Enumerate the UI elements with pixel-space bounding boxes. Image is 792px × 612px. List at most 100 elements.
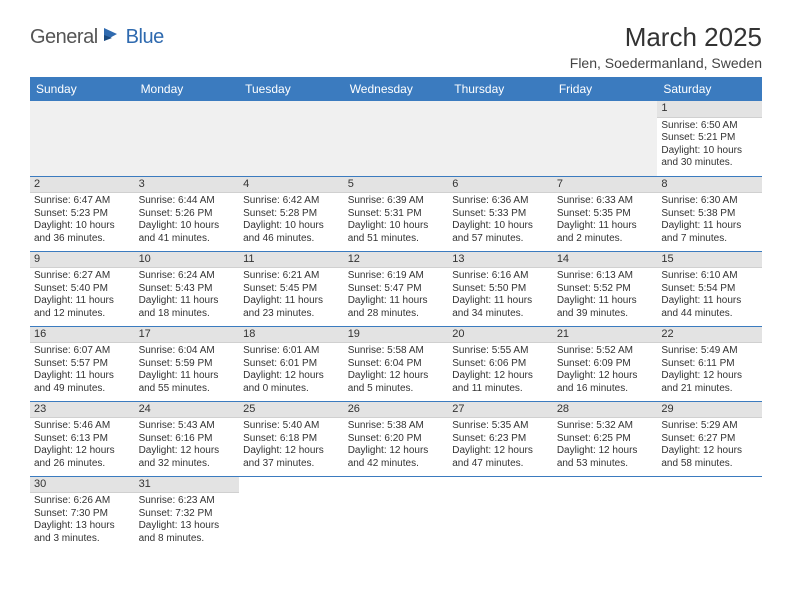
- daylight-text: Daylight: 12 hours and 0 minutes.: [243, 370, 340, 395]
- calendar-empty-cell: [344, 101, 449, 176]
- day-details: Sunrise: 6:10 AMSunset: 5:54 PMDaylight:…: [657, 268, 762, 322]
- daylight-text: Daylight: 12 hours and 37 minutes.: [243, 445, 340, 470]
- sunset-text: Sunset: 6:18 PM: [243, 433, 340, 446]
- sunrise-text: Sunrise: 6:13 AM: [557, 270, 654, 283]
- calendar-empty-cell: [553, 101, 658, 176]
- calendar-empty-cell: [135, 101, 240, 176]
- day-details: Sunrise: 6:30 AMSunset: 5:38 PMDaylight:…: [657, 193, 762, 247]
- sunrise-text: Sunrise: 6:30 AM: [661, 195, 758, 208]
- day-details: Sunrise: 6:44 AMSunset: 5:26 PMDaylight:…: [135, 193, 240, 247]
- day-details: Sunrise: 5:43 AMSunset: 6:16 PMDaylight:…: [135, 418, 240, 472]
- sunset-text: Sunset: 6:06 PM: [452, 358, 549, 371]
- calendar-day-cell: 16Sunrise: 6:07 AMSunset: 5:57 PMDayligh…: [30, 326, 135, 401]
- calendar-day-cell: 8Sunrise: 6:30 AMSunset: 5:38 PMDaylight…: [657, 176, 762, 251]
- sunset-text: Sunset: 6:16 PM: [139, 433, 236, 446]
- sunset-text: Sunset: 5:21 PM: [661, 132, 758, 145]
- calendar-week-row: 16Sunrise: 6:07 AMSunset: 5:57 PMDayligh…: [30, 326, 762, 401]
- calendar-day-cell: 30Sunrise: 6:26 AMSunset: 7:30 PMDayligh…: [30, 476, 135, 551]
- title-block: March 2025 Flen, Soedermanland, Sweden: [570, 22, 762, 71]
- day-number: 2: [30, 177, 135, 194]
- calendar-week-row: 9Sunrise: 6:27 AMSunset: 5:40 PMDaylight…: [30, 251, 762, 326]
- calendar-day-cell: 10Sunrise: 6:24 AMSunset: 5:43 PMDayligh…: [135, 251, 240, 326]
- calendar-table: Sunday Monday Tuesday Wednesday Thursday…: [30, 77, 762, 551]
- weekday-header: Friday: [553, 77, 658, 101]
- calendar-day-cell: 23Sunrise: 5:46 AMSunset: 6:13 PMDayligh…: [30, 401, 135, 476]
- sunset-text: Sunset: 6:04 PM: [348, 358, 445, 371]
- day-details: Sunrise: 6:21 AMSunset: 5:45 PMDaylight:…: [239, 268, 344, 322]
- daylight-text: Daylight: 10 hours and 36 minutes.: [34, 220, 131, 245]
- calendar-empty-cell: [239, 476, 344, 551]
- day-details: Sunrise: 5:52 AMSunset: 6:09 PMDaylight:…: [553, 343, 658, 397]
- sunrise-text: Sunrise: 5:43 AM: [139, 420, 236, 433]
- logo: General Blue: [30, 22, 164, 49]
- daylight-text: Daylight: 11 hours and 18 minutes.: [139, 295, 236, 320]
- daylight-text: Daylight: 13 hours and 8 minutes.: [139, 520, 236, 545]
- calendar-day-cell: 13Sunrise: 6:16 AMSunset: 5:50 PMDayligh…: [448, 251, 553, 326]
- sunset-text: Sunset: 7:30 PM: [34, 508, 131, 521]
- daylight-text: Daylight: 12 hours and 58 minutes.: [661, 445, 758, 470]
- sunrise-text: Sunrise: 6:42 AM: [243, 195, 340, 208]
- calendar-day-cell: 5Sunrise: 6:39 AMSunset: 5:31 PMDaylight…: [344, 176, 449, 251]
- day-number: 7: [553, 177, 658, 194]
- sunrise-text: Sunrise: 6:04 AM: [139, 345, 236, 358]
- calendar-week-row: 2Sunrise: 6:47 AMSunset: 5:23 PMDaylight…: [30, 176, 762, 251]
- sunset-text: Sunset: 5:28 PM: [243, 208, 340, 221]
- calendar-week-row: 23Sunrise: 5:46 AMSunset: 6:13 PMDayligh…: [30, 401, 762, 476]
- logo-text-b: Blue: [126, 26, 164, 49]
- day-details: Sunrise: 6:27 AMSunset: 5:40 PMDaylight:…: [30, 268, 135, 322]
- sunset-text: Sunset: 5:43 PM: [139, 283, 236, 296]
- sunrise-text: Sunrise: 5:35 AM: [452, 420, 549, 433]
- day-number: 15: [657, 252, 762, 269]
- sunrise-text: Sunrise: 6:36 AM: [452, 195, 549, 208]
- calendar-empty-cell: [553, 476, 658, 551]
- day-details: Sunrise: 5:40 AMSunset: 6:18 PMDaylight:…: [239, 418, 344, 472]
- page-title: March 2025: [570, 22, 762, 53]
- day-number: 9: [30, 252, 135, 269]
- day-details: Sunrise: 6:24 AMSunset: 5:43 PMDaylight:…: [135, 268, 240, 322]
- day-details: Sunrise: 6:16 AMSunset: 5:50 PMDaylight:…: [448, 268, 553, 322]
- day-number: 29: [657, 402, 762, 419]
- daylight-text: Daylight: 12 hours and 42 minutes.: [348, 445, 445, 470]
- day-number: 23: [30, 402, 135, 419]
- calendar-day-cell: 27Sunrise: 5:35 AMSunset: 6:23 PMDayligh…: [448, 401, 553, 476]
- calendar-day-cell: 17Sunrise: 6:04 AMSunset: 5:59 PMDayligh…: [135, 326, 240, 401]
- day-details: Sunrise: 6:01 AMSunset: 6:01 PMDaylight:…: [239, 343, 344, 397]
- calendar-day-cell: 7Sunrise: 6:33 AMSunset: 5:35 PMDaylight…: [553, 176, 658, 251]
- sunrise-text: Sunrise: 6:26 AM: [34, 495, 131, 508]
- day-number: 6: [448, 177, 553, 194]
- day-number: 20: [448, 327, 553, 344]
- daylight-text: Daylight: 12 hours and 16 minutes.: [557, 370, 654, 395]
- sunset-text: Sunset: 5:54 PM: [661, 283, 758, 296]
- sunrise-text: Sunrise: 6:19 AM: [348, 270, 445, 283]
- calendar-day-cell: 20Sunrise: 5:55 AMSunset: 6:06 PMDayligh…: [448, 326, 553, 401]
- calendar-day-cell: 14Sunrise: 6:13 AMSunset: 5:52 PMDayligh…: [553, 251, 658, 326]
- day-number: 13: [448, 252, 553, 269]
- calendar-empty-cell: [448, 476, 553, 551]
- calendar-day-cell: 29Sunrise: 5:29 AMSunset: 6:27 PMDayligh…: [657, 401, 762, 476]
- calendar-day-cell: 19Sunrise: 5:58 AMSunset: 6:04 PMDayligh…: [344, 326, 449, 401]
- daylight-text: Daylight: 11 hours and 44 minutes.: [661, 295, 758, 320]
- sunset-text: Sunset: 5:57 PM: [34, 358, 131, 371]
- sunrise-text: Sunrise: 5:38 AM: [348, 420, 445, 433]
- sunrise-text: Sunrise: 6:47 AM: [34, 195, 131, 208]
- day-details: Sunrise: 5:32 AMSunset: 6:25 PMDaylight:…: [553, 418, 658, 472]
- calendar-day-cell: 22Sunrise: 5:49 AMSunset: 6:11 PMDayligh…: [657, 326, 762, 401]
- daylight-text: Daylight: 12 hours and 5 minutes.: [348, 370, 445, 395]
- day-number: 12: [344, 252, 449, 269]
- day-number: 25: [239, 402, 344, 419]
- daylight-text: Daylight: 10 hours and 51 minutes.: [348, 220, 445, 245]
- day-details: Sunrise: 6:19 AMSunset: 5:47 PMDaylight:…: [344, 268, 449, 322]
- day-details: Sunrise: 6:42 AMSunset: 5:28 PMDaylight:…: [239, 193, 344, 247]
- sunrise-text: Sunrise: 5:52 AM: [557, 345, 654, 358]
- day-details: Sunrise: 5:35 AMSunset: 6:23 PMDaylight:…: [448, 418, 553, 472]
- calendar-day-cell: 2Sunrise: 6:47 AMSunset: 5:23 PMDaylight…: [30, 176, 135, 251]
- sunrise-text: Sunrise: 5:46 AM: [34, 420, 131, 433]
- flag-icon: [103, 27, 123, 48]
- calendar-day-cell: 6Sunrise: 6:36 AMSunset: 5:33 PMDaylight…: [448, 176, 553, 251]
- sunrise-text: Sunrise: 6:16 AM: [452, 270, 549, 283]
- day-number: 19: [344, 327, 449, 344]
- day-details: Sunrise: 5:46 AMSunset: 6:13 PMDaylight:…: [30, 418, 135, 472]
- day-details: Sunrise: 6:13 AMSunset: 5:52 PMDaylight:…: [553, 268, 658, 322]
- daylight-text: Daylight: 11 hours and 39 minutes.: [557, 295, 654, 320]
- daylight-text: Daylight: 10 hours and 46 minutes.: [243, 220, 340, 245]
